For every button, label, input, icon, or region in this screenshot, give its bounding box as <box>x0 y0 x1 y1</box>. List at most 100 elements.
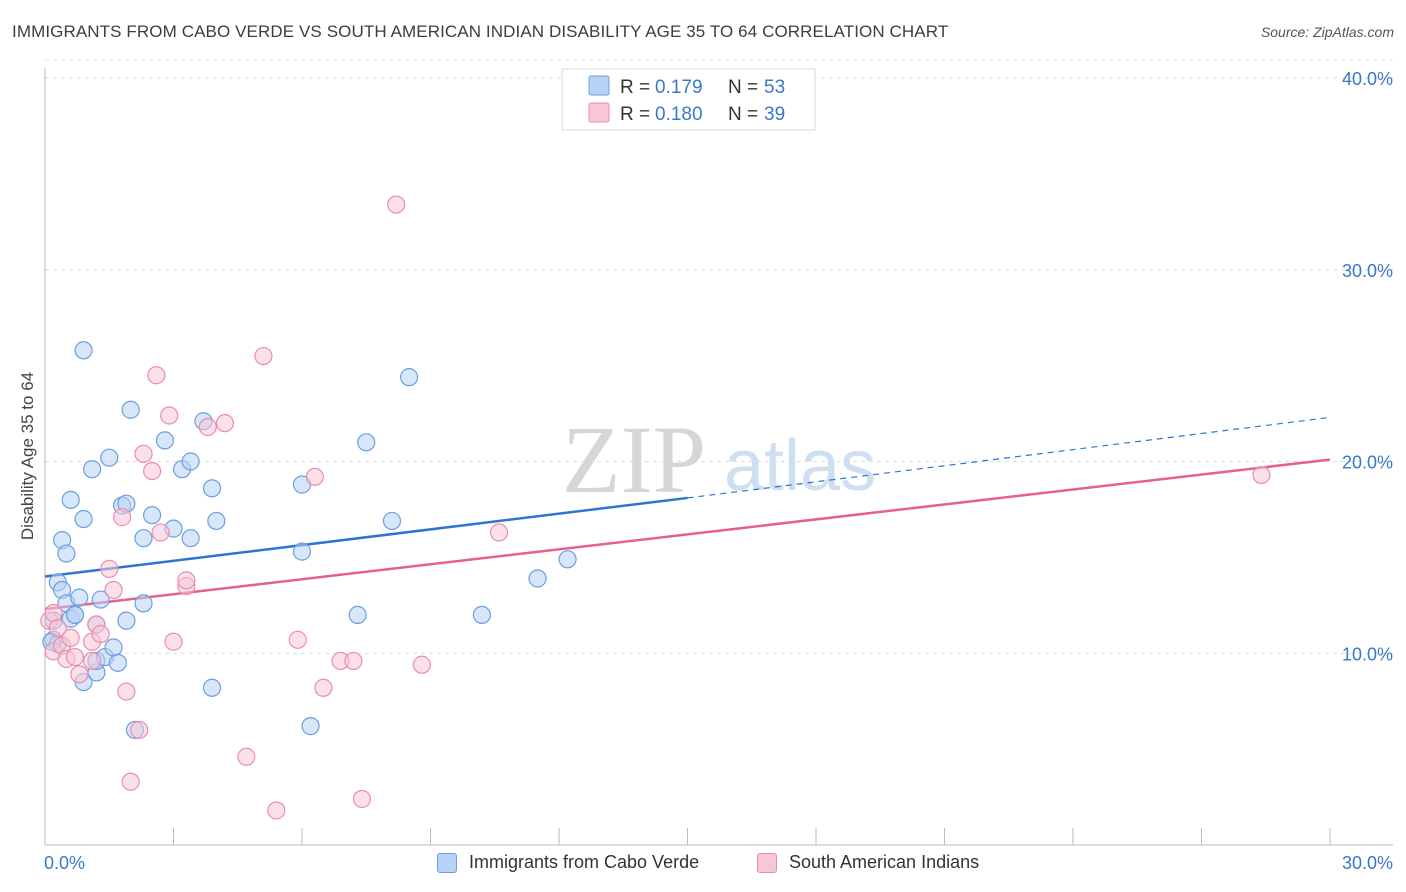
point-s1-28 <box>215 414 234 433</box>
point-s1-6 <box>61 628 80 648</box>
point-s1-33 <box>305 467 324 486</box>
grid-lines <box>45 59 1393 654</box>
point-s1-22 <box>151 523 170 542</box>
legend-swatch-south-american-indians <box>588 102 610 123</box>
point-s1-40 <box>489 523 509 542</box>
point-s0-16 <box>83 460 102 479</box>
point-s0-24 <box>108 653 127 672</box>
point-s1-31 <box>267 801 286 820</box>
point-s0-28 <box>121 400 140 419</box>
point-s1-23 <box>160 406 179 425</box>
point-s0-46 <box>357 433 376 452</box>
legend-swatch-pink <box>757 852 777 873</box>
watermark: ZIP atlas <box>562 406 876 513</box>
bottom-legend: Immigrants from Cabo Verde South America… <box>0 852 1406 876</box>
point-s1-21 <box>147 366 166 385</box>
point-s0-49 <box>472 605 491 625</box>
chart-title: IMMIGRANTS FROM CABO VERDE VS SOUTH AMER… <box>12 22 949 41</box>
point-s1-15 <box>112 508 132 527</box>
y-tick-label-2: 30.0% <box>1342 261 1393 281</box>
watermark-atlas: atlas <box>724 426 876 506</box>
point-s0-39 <box>202 678 222 697</box>
point-s0-23 <box>104 638 123 657</box>
point-s0-22 <box>100 448 119 467</box>
legend-r-value-2: 0.180 <box>655 104 703 125</box>
point-s0-11 <box>65 605 85 625</box>
point-s1-41 <box>1252 465 1271 485</box>
point-s1-27 <box>198 417 217 437</box>
point-s0-20 <box>91 590 110 609</box>
legend-swatch-cabo-verde <box>588 75 610 96</box>
point-s1-20 <box>142 461 162 481</box>
point-s0-30 <box>134 594 153 613</box>
legend-n-label-1: N = <box>728 77 758 98</box>
point-s1-26 <box>177 571 196 590</box>
point-s1-8 <box>70 665 89 684</box>
point-s1-36 <box>344 651 363 671</box>
point-s1-24 <box>164 632 183 651</box>
x-tick-label-0: 0.0% <box>44 853 85 873</box>
point-s0-43 <box>292 542 312 561</box>
point-s0-37 <box>181 452 200 471</box>
legend-label-cabo-verde: Immigrants from Cabo Verde <box>469 852 700 872</box>
point-s1-3 <box>48 619 67 638</box>
trend-line-extension-0 <box>687 416 1331 499</box>
point-s1-37 <box>352 789 372 809</box>
point-s1-34 <box>314 678 333 697</box>
point-s0-47 <box>382 511 402 531</box>
point-s1-16 <box>117 682 136 701</box>
y-tick-label-3: 40.0% <box>1342 69 1393 89</box>
legend-r-label-2: R = <box>620 104 650 125</box>
point-s0-9 <box>61 490 80 509</box>
legend-n-value-2: 39 <box>764 104 785 125</box>
point-s1-30 <box>254 346 273 366</box>
point-s1-19 <box>134 444 153 463</box>
point-s0-7 <box>57 544 76 563</box>
y-tick-label-1: 20.0% <box>1342 453 1393 473</box>
watermark-zip: ZIP <box>562 406 706 513</box>
point-s1-13 <box>100 559 119 578</box>
point-s0-36 <box>181 529 200 548</box>
point-s0-15 <box>74 341 93 360</box>
point-s1-1 <box>44 603 63 623</box>
point-s1-14 <box>104 580 123 600</box>
point-s0-26 <box>117 611 136 630</box>
legend-n-value-1: 53 <box>764 77 785 98</box>
point-s0-51 <box>558 550 577 569</box>
legend-n-label-2: N = <box>728 104 758 125</box>
legend-item-south-american-indians: South American Indians <box>757 852 979 873</box>
y-tick-label-0: 10.0% <box>1342 644 1393 664</box>
legend-r-value-1: 0.179 <box>655 77 703 98</box>
legend-swatch-blue <box>437 852 457 873</box>
point-s1-39 <box>412 655 432 674</box>
data-points <box>40 195 1271 820</box>
x-tick-label-1: 30.0% <box>1342 853 1393 873</box>
point-s0-40 <box>202 479 222 498</box>
legend-box: R = 0.179 N = 53 R = 0.180 N = 39 <box>561 68 816 131</box>
tick-labels: 10.0% 20.0% 30.0% 40.0% 0.0% 30.0% <box>44 69 1393 873</box>
source-label: Source: ZipAtlas.com <box>1260 24 1394 40</box>
point-s0-31 <box>134 529 153 548</box>
point-s0-45 <box>348 605 367 625</box>
point-s1-18 <box>130 720 149 740</box>
point-s0-12 <box>70 588 89 607</box>
point-s1-17 <box>121 772 140 791</box>
point-s0-14 <box>74 509 93 529</box>
point-s1-32 <box>288 630 307 649</box>
point-s0-41 <box>207 511 226 531</box>
point-s0-48 <box>399 368 419 387</box>
legend-label-south-american-indians: South American Indians <box>789 852 980 872</box>
point-s0-32 <box>142 506 162 525</box>
y-axis-label: Disability Age 35 to 64 <box>18 372 37 540</box>
point-s0-44 <box>301 717 320 736</box>
point-s1-29 <box>237 747 256 766</box>
legend-item-cabo-verde: Immigrants from Cabo Verde <box>437 852 699 873</box>
point-s1-9 <box>83 651 102 671</box>
axes <box>44 68 1393 846</box>
point-s1-7 <box>65 647 85 667</box>
trend-line-1 <box>44 458 1331 611</box>
point-s0-50 <box>528 569 547 588</box>
trend-line-0 <box>44 496 688 578</box>
point-s0-33 <box>155 431 175 450</box>
